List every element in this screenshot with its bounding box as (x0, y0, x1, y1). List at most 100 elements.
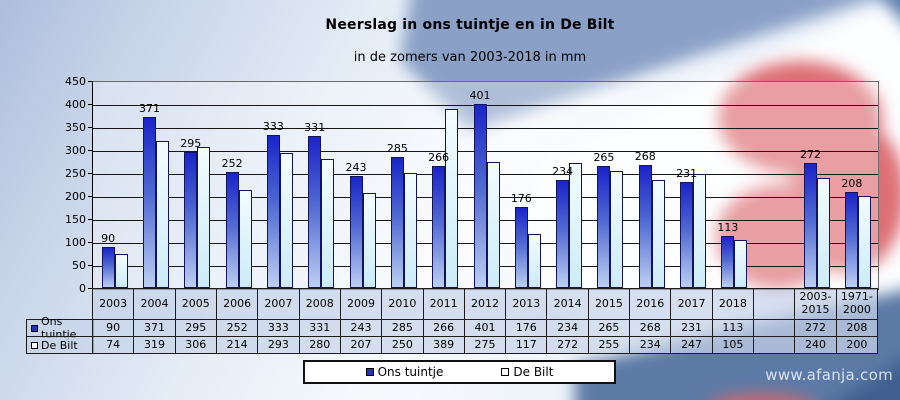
bar-value-label-1971-2000: 208 (841, 177, 863, 191)
y-axis-tick (88, 265, 92, 266)
x-axis-label-2013: 2013 (505, 288, 548, 320)
table-cell-ons-tuintje-2003-2015: 272 (794, 319, 837, 337)
x-axis-label-2011: 2011 (422, 288, 465, 320)
y-axis-label-300: 300 (65, 143, 86, 157)
table-cell-ons-tuintje-1971-2000: 208 (835, 319, 878, 337)
table-cell-ons-tuintje-blank (753, 319, 796, 337)
bar-value-label-2005: 295 (180, 137, 202, 151)
table-cell-de-bilt-2005: 306 (174, 336, 217, 354)
x-axis-label-2010: 2010 (381, 288, 424, 320)
flag-blue-band (400, 0, 870, 130)
legend-item-ons-tuintje: Ons tuintje (365, 365, 444, 379)
bar-ons-tuintje-2004 (142, 117, 156, 288)
bar-value-label-2003: 90 (101, 231, 116, 245)
table-cell-ons-tuintje-2013: 176 (505, 319, 548, 337)
table-cell-ons-tuintje-2016: 268 (629, 319, 672, 337)
table-cell-de-bilt-2003: 74 (92, 336, 135, 354)
bar-value-label-2003-2015: 272 (800, 147, 822, 161)
x-axis-label-2005: 2005 (174, 288, 217, 320)
table-cell-ons-tuintje-2003: 90 (92, 319, 135, 337)
x-axis-label-2008: 2008 (298, 288, 341, 320)
bar-ons-tuintje-2018 (721, 236, 735, 288)
x-axis-label-2017: 2017 (670, 288, 713, 320)
table-cell-de-bilt-2018: 105 (711, 336, 755, 354)
x-axis-label-2004: 2004 (133, 288, 176, 320)
bar-value-label-2012: 401 (469, 88, 491, 102)
series-swatch-de-bilt-icon (31, 341, 38, 349)
legend-item-de-bilt: De Bilt (501, 365, 553, 379)
x-axis-label-2003-2015: 2003- 2015 (794, 288, 837, 320)
flag-blue-bottom-corner (837, 360, 900, 400)
table-cell-ons-tuintje-2010: 285 (381, 319, 424, 337)
y-axis-tick (88, 150, 92, 151)
bar-ons-tuintje-2003 (101, 246, 115, 288)
x-axis-label-2015: 2015 (587, 288, 631, 320)
bar-de-bilt-2005 (197, 147, 211, 288)
table-row-label-text: De Bilt (41, 338, 78, 352)
table-cell-de-bilt-2014: 272 (546, 336, 589, 354)
bar-ons-tuintje-2013 (514, 207, 528, 288)
x-axis-label-blank (753, 288, 796, 320)
bar-ons-tuintje-2006 (225, 172, 239, 288)
y-axis-label-50: 50 (72, 258, 86, 272)
bar-de-bilt-2015 (610, 170, 624, 288)
table-cell-de-bilt-2010: 250 (381, 336, 424, 354)
table-cell-de-bilt-2008: 280 (298, 336, 341, 354)
table-cell-ons-tuintje-2004: 371 (133, 319, 176, 337)
bar-ons-tuintje-2009 (349, 176, 363, 288)
table-cell-ons-tuintje-2008: 331 (298, 319, 341, 337)
y-axis-tick (88, 242, 92, 243)
bar-ons-tuintje-2008 (308, 135, 322, 288)
chart-title: Neerslag in ons tuintje en in De Bilt (325, 17, 615, 33)
bar-de-bilt-2008 (321, 159, 335, 288)
y-axis-tick (88, 196, 92, 197)
bar-ons-tuintje-2010 (390, 156, 404, 288)
x-axis-label-2012: 2012 (463, 288, 507, 320)
y-axis-label-250: 250 (65, 166, 86, 180)
y-axis-tick (88, 81, 92, 82)
bar-value-label-2006: 252 (221, 157, 243, 171)
table-cell-ons-tuintje-2014: 234 (546, 319, 589, 337)
table-cell-ons-tuintje-2015: 265 (587, 319, 631, 337)
table-cell-ons-tuintje-2006: 252 (215, 319, 259, 337)
bar-de-bilt-2006 (238, 189, 252, 288)
legend-label: Ons tuintje (377, 365, 444, 379)
table-row-label-ons-tuintje: Ons tuintje (26, 315, 94, 341)
table-cell-ons-tuintje-2009: 243 (339, 319, 383, 337)
bar-ons-tuintje-2003-2015 (804, 162, 818, 288)
y-axis-label-200: 200 (65, 189, 86, 203)
table-cell-de-bilt-2004: 319 (133, 336, 176, 354)
table-cell-de-bilt-2013: 117 (505, 336, 548, 354)
bar-ons-tuintje-2011 (432, 165, 446, 288)
bar-de-bilt-2014 (569, 162, 583, 288)
table-cell-ons-tuintje-2011: 266 (422, 319, 465, 337)
table-cell-de-bilt-2009: 207 (339, 336, 383, 354)
y-axis-label-150: 150 (65, 212, 86, 226)
watermark: www.afanja.com (765, 366, 893, 384)
red-pompeblad-bottom-sliver (718, 394, 806, 400)
bar-de-bilt-2004 (155, 141, 169, 288)
table-cell-ons-tuintje-2005: 295 (174, 319, 217, 337)
table-cell-de-bilt-2016: 234 (629, 336, 672, 354)
y-axis-label-450: 450 (65, 74, 86, 88)
bar-value-label-2015: 265 (593, 151, 615, 165)
legend: Ons tuintje De Bilt (303, 360, 616, 384)
flag-blue-corner (883, 0, 900, 17)
bar-ons-tuintje-2017 (680, 181, 694, 288)
bar-value-label-2018: 113 (717, 221, 739, 235)
bar-de-bilt-2003-2015 (817, 177, 831, 288)
table-cell-de-bilt-2003-2015: 240 (794, 336, 837, 354)
bar-de-bilt-2007 (279, 153, 293, 288)
bar-de-bilt-2013 (527, 234, 541, 288)
table-cell-ons-tuintje-2017: 231 (670, 319, 713, 337)
bar-ons-tuintje-2007 (266, 134, 280, 288)
x-axis-label-2006: 2006 (215, 288, 259, 320)
bar-ons-tuintje-2012 (473, 103, 487, 288)
x-axis-label-2003: 2003 (92, 288, 135, 320)
table-cell-de-bilt-2006: 214 (215, 336, 259, 354)
bar-value-label-2010: 285 (386, 141, 408, 155)
bar-ons-tuintje-2016 (638, 164, 652, 288)
bar-value-label-2014: 234 (552, 165, 574, 179)
table-cell-de-bilt-2012: 275 (463, 336, 507, 354)
